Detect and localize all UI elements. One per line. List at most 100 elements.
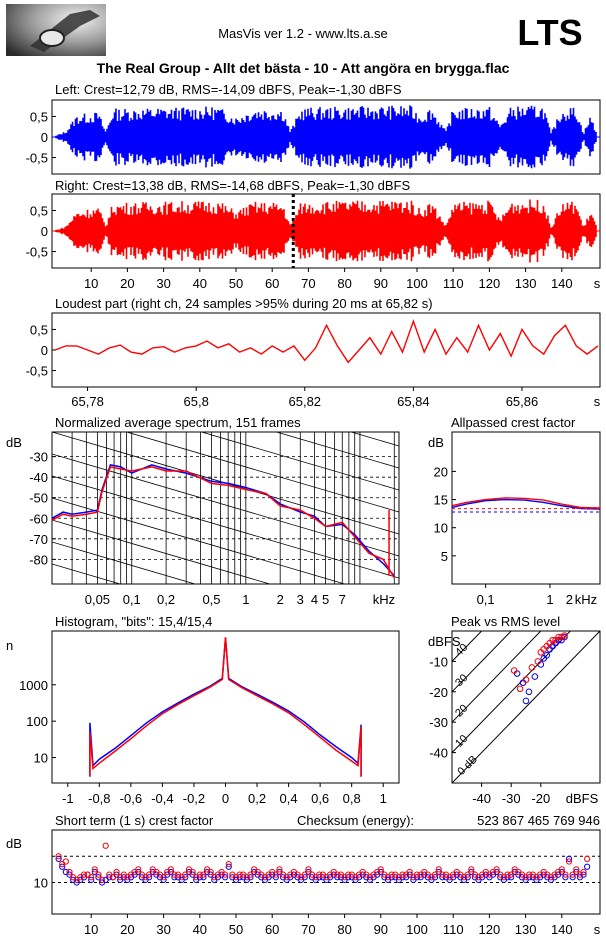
y-tick-label: -40 xyxy=(429,746,448,761)
right-crest-point xyxy=(55,853,62,860)
left-peak-rms-point xyxy=(531,673,539,680)
chart-marks: 0,50-0,50,50-0,510 20 30 40 50 60 70 80 90 100 110… xyxy=(19,105,601,937)
peak-vs-rms-plot xyxy=(451,630,601,784)
x-tick-label: 40 xyxy=(193,922,207,937)
x-tick-label: 50 xyxy=(229,922,243,937)
right-crest-point xyxy=(135,866,142,873)
x-tick-label: 20 xyxy=(120,922,134,937)
y-tick-label: 0,5 xyxy=(30,322,48,337)
right-crest-point xyxy=(565,858,573,865)
x-unit-label: kHz xyxy=(373,592,395,607)
right-crest-point xyxy=(580,868,587,876)
crest-factor-title: Allpassed crest factor xyxy=(451,415,576,430)
file-title: The Real Group - Allt det bästa - 10 - A… xyxy=(97,60,510,76)
slope-reference-line xyxy=(275,432,399,469)
right-crest-point xyxy=(200,871,207,878)
y-tick-label: -0,5 xyxy=(26,245,48,260)
left-crest-point xyxy=(464,874,471,881)
crest-diagonal-line xyxy=(452,631,542,723)
right-crest-point xyxy=(584,855,591,862)
slope-reference-line xyxy=(200,432,399,491)
x-tick-label: 30 xyxy=(156,276,170,291)
right-crest-point xyxy=(171,871,178,878)
left-crest-point xyxy=(106,874,113,881)
x-tick-label: 0,6 xyxy=(311,791,329,806)
y-tick-label: -60 xyxy=(29,511,48,526)
left-crest-point xyxy=(55,855,62,862)
left-crest-point xyxy=(432,874,439,881)
left-crest-point xyxy=(301,874,308,881)
y-tick-label: 1000 xyxy=(19,678,48,693)
x-tick-label: 65,86 xyxy=(506,394,539,409)
left-crest-point xyxy=(146,874,153,881)
right-crest-point xyxy=(558,866,565,873)
y-tick-label: 10 xyxy=(34,876,48,891)
right-peak-rms-point xyxy=(516,685,524,693)
right-crest-point xyxy=(109,874,117,881)
right-crest-point xyxy=(432,871,439,878)
y-tick-label: 0,5 xyxy=(30,109,48,124)
right-crest-point xyxy=(377,866,384,873)
y-tick-label: 100 xyxy=(26,714,48,729)
right-crest-point xyxy=(504,871,511,878)
x-tick-label: 65,82 xyxy=(289,394,322,409)
x-tick-label: 40 xyxy=(193,276,207,291)
x-tick-label: 3 xyxy=(297,592,304,607)
right-crest-point xyxy=(562,871,569,878)
x-tick-label: 60 xyxy=(265,922,279,937)
slope-reference-line xyxy=(52,322,399,424)
right-crest-point xyxy=(146,871,153,878)
x-tick-label: -0,6 xyxy=(120,791,142,806)
y-tick-label: 0 xyxy=(41,343,48,358)
right-crest-point xyxy=(95,871,102,878)
slope-reference-line xyxy=(52,475,399,579)
x-tick-label: 110 xyxy=(443,276,464,291)
right-crest-point xyxy=(247,871,254,878)
right-histogram-line xyxy=(89,637,362,777)
x-tick-label: 65,8 xyxy=(184,394,209,409)
x-tick-label: 0,8 xyxy=(343,791,361,806)
short-term-y-unit: dB xyxy=(6,836,22,851)
right-crest-point xyxy=(493,866,500,873)
x-tick-label: 1 xyxy=(546,592,553,607)
right-crest-point xyxy=(182,871,189,878)
x-tick-label: -0,8 xyxy=(88,791,110,806)
slope-reference-line xyxy=(52,652,399,754)
x-unit-label: s xyxy=(594,922,601,937)
x-tick-label: 70 xyxy=(301,276,315,291)
y-tick-label: -10 xyxy=(429,654,448,669)
right-crest-point xyxy=(98,876,106,883)
spectrum-y-unit: dB xyxy=(6,435,22,450)
right-peak-rms-point xyxy=(522,676,530,683)
left-crest-point xyxy=(88,876,95,883)
y-tick-label: -30 xyxy=(29,450,48,465)
right-peak-rms-point xyxy=(528,664,536,671)
x-tick-label: 90 xyxy=(374,922,388,937)
x-tick-label: 0,05 xyxy=(85,592,110,607)
x-tick-label: -20 xyxy=(531,791,550,806)
right-crest-line xyxy=(451,497,601,509)
app-title: MasVis ver 1.2 - www.lts.a.se xyxy=(218,26,388,41)
right-crest-point xyxy=(66,868,73,876)
x-tick-label: -0,4 xyxy=(151,791,173,806)
x-tick-label: 20 xyxy=(120,276,134,291)
left-crest-point xyxy=(225,863,232,870)
x-tick-label: 10 xyxy=(84,276,98,291)
diagonal-label: 10 xyxy=(453,733,470,750)
x-tick-label: 65,84 xyxy=(397,394,430,409)
left-crest-point xyxy=(222,874,229,881)
x-tick-label: -1 xyxy=(62,791,74,806)
y-tick-label: -0,5 xyxy=(26,151,48,166)
x-tick-label: 10 xyxy=(84,922,98,937)
right-spectrum-line xyxy=(51,466,395,579)
crest-diagonal-line xyxy=(452,631,483,662)
right-crest-point xyxy=(207,868,214,876)
x-tick-label: 7 xyxy=(339,592,346,607)
left-crest-point xyxy=(247,874,254,881)
left-crest-point xyxy=(182,874,189,881)
right-crest-point xyxy=(508,871,515,878)
right-crest-point xyxy=(439,871,446,878)
left-histogram-line xyxy=(89,637,362,777)
y-tick-label: -80 xyxy=(29,552,48,567)
